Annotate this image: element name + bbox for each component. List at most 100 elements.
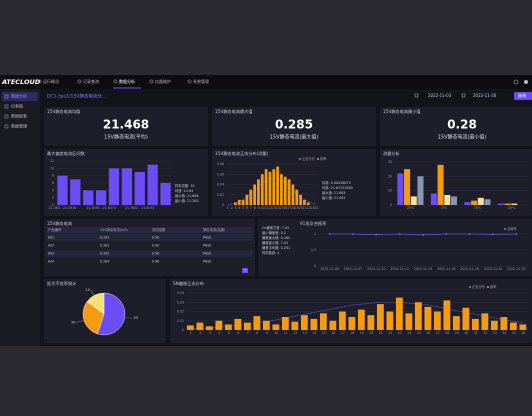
card (170, 279, 532, 343)
table-title: 15V静态电流 (47, 220, 73, 227)
query-button[interactable] (514, 92, 532, 100)
x-tick-label: 70℃ (474, 206, 482, 210)
bar (295, 189, 299, 205)
user-icon[interactable] (524, 80, 528, 84)
x-tick-label: 23 (398, 331, 402, 335)
kpi-title: 15V静态电流最大值 (215, 108, 253, 115)
page-number[interactable]: 1 (244, 269, 246, 273)
sidebar-item[interactable]: 数据报表 (11, 113, 27, 119)
point (515, 233, 518, 235)
y-tick-label: 0.04 (177, 291, 184, 295)
bar (484, 199, 491, 205)
nav-item[interactable]: 记录查询 (83, 78, 99, 84)
nav-icon[interactable] (77, 79, 82, 84)
y-tick-label: 0.06 (217, 172, 224, 176)
nav-icon[interactable] (187, 79, 192, 84)
y-tick-label: 0 (314, 264, 316, 268)
bar (509, 322, 517, 330)
legend-swatch[interactable] (504, 228, 506, 230)
x-tick-label: 5 (228, 331, 230, 335)
legend-label[interactable]: 合格率 (507, 226, 517, 231)
x-tick-label: 35 (512, 331, 516, 335)
annotation: 最小值: 21.082 (322, 195, 346, 200)
kpi-subtitle: 15V静态电流(最大值) (270, 134, 319, 141)
nav-item[interactable]: 系统管理 (193, 78, 209, 84)
x-tick-label: 4 (238, 206, 240, 210)
bar (196, 322, 204, 330)
legend-label[interactable]: 频率 (320, 156, 327, 161)
table-cell: PASS (203, 236, 211, 240)
x-tick-label: 2022-11-18 (460, 267, 479, 271)
table-cell: 0.96 (152, 260, 159, 264)
x-tick-label: 12 (268, 206, 272, 210)
pie-leader (76, 320, 85, 323)
x-tick-label: 3 (209, 331, 211, 335)
card (212, 149, 376, 216)
point (422, 234, 424, 236)
bar (329, 320, 337, 330)
help-icon[interactable] (513, 79, 519, 85)
x-tick-label: 11 (284, 331, 288, 335)
bar (410, 196, 417, 205)
legend-swatch[interactable] (299, 158, 301, 160)
bar (281, 317, 289, 330)
table-cell: PASS (203, 252, 211, 256)
calendar-icon (414, 93, 419, 98)
bar (268, 171, 272, 205)
kpi-value: 0.28 (447, 118, 477, 132)
sidebar-icon[interactable] (4, 94, 9, 99)
table-cell: 0.281 (100, 236, 109, 240)
table-cell: 001 (48, 236, 54, 240)
sidebar-item[interactable]: 数据分析 (11, 93, 27, 99)
bar (160, 183, 171, 205)
x-tick-label: 10 (260, 206, 264, 210)
bar (497, 203, 504, 205)
table-cell: 003 (48, 252, 54, 256)
nav-icon[interactable] (113, 79, 118, 84)
bar (490, 320, 498, 330)
sidebar-icon[interactable] (4, 124, 9, 129)
legend-swatch[interactable] (317, 158, 319, 160)
x-tick-label: 36 (521, 331, 525, 335)
x-tick-label: 2022-11-07 (344, 267, 363, 271)
bar (272, 169, 276, 205)
bar (83, 190, 94, 205)
sidebar-item[interactable]: 数据管理 (11, 123, 27, 129)
annotation: 偏差最大值: 0.284 (262, 235, 290, 240)
legend-label[interactable]: 频率 (490, 284, 497, 289)
bar (262, 320, 270, 330)
sidebar-item[interactable]: 仪表盘 (11, 103, 23, 109)
table-row (46, 250, 253, 257)
x-tick-label: 20 (299, 206, 303, 210)
nav-item[interactable]: 运行概况 (43, 78, 59, 84)
x-tick-label: 18 (291, 206, 295, 210)
sidebar-icon[interactable] (4, 114, 9, 119)
nav-icon[interactable] (149, 79, 154, 84)
card (380, 107, 532, 146)
bar (444, 194, 451, 205)
bar (430, 193, 437, 205)
legend-label[interactable]: 正态分布 (472, 284, 485, 289)
nav-icon[interactable] (37, 79, 42, 84)
query-button-label[interactable]: 查询 (518, 92, 526, 98)
y-tick-label: 0 (390, 203, 392, 207)
legend-label[interactable]: 正态分布 (302, 156, 315, 161)
sidebar-icon[interactable] (4, 104, 9, 109)
kpi-subtitle: 15V静态电流(最小值) (438, 134, 487, 141)
bar (283, 176, 287, 205)
chart-title: 测量分析 (383, 150, 400, 157)
nav-item[interactable]: 仪器维护 (155, 78, 171, 84)
legend-swatch[interactable] (469, 286, 471, 288)
y-tick-label: 12 (50, 159, 54, 163)
table-cell: 0.281 (100, 252, 109, 256)
bar (348, 317, 356, 330)
page-button[interactable] (242, 268, 248, 273)
annotation: 样本总数: 70 (175, 183, 195, 188)
bar (134, 172, 145, 205)
table-row (46, 242, 253, 249)
nav-item[interactable]: 数据分析 (119, 78, 135, 84)
x-tick-label: 22 (388, 331, 392, 335)
legend-swatch[interactable] (487, 286, 489, 288)
y-tick-label: 0.01 (177, 319, 184, 323)
y-tick-label: 0.02 (217, 193, 224, 197)
